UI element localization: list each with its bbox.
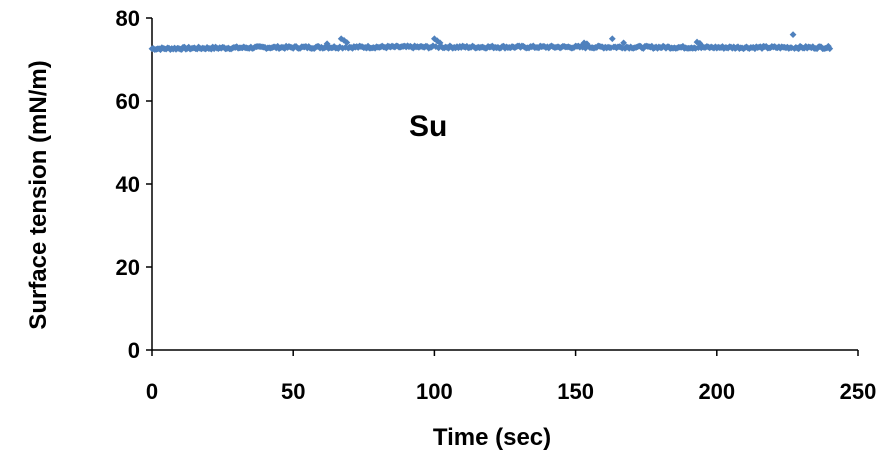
data-point	[789, 31, 797, 38]
data-point	[608, 35, 616, 43]
data-point	[343, 39, 351, 46]
x-tick-label: 0	[146, 379, 158, 404]
data-point	[178, 46, 186, 53]
x-axis-title: Time (sec)	[433, 424, 551, 451]
x-tick-label: 200	[698, 379, 735, 404]
axes	[151, 18, 858, 351]
series-annotation: Su	[409, 110, 447, 143]
y-tick-label: 20	[116, 255, 140, 280]
data-point	[339, 44, 347, 52]
y-tick-label: 60	[116, 89, 140, 114]
y-axis-title: Surface tension (mN/m)	[25, 60, 52, 329]
data-point	[433, 37, 441, 45]
y-tick-label: 40	[116, 172, 140, 197]
y-tick-label: 0	[128, 338, 140, 363]
data-point	[181, 43, 188, 51]
x-tick-label: 250	[840, 379, 877, 404]
x-tick-label: 50	[281, 379, 305, 404]
y-tick-label: 80	[116, 6, 140, 31]
x-tick-label: 100	[416, 379, 453, 404]
x-ticks: 0 50 100 150 200 250	[146, 350, 876, 404]
data-point	[826, 45, 834, 53]
x-tick-label: 150	[557, 379, 594, 404]
data-points	[148, 31, 834, 54]
data-point	[620, 39, 628, 47]
y-ticks: 0 20 40 60 80	[116, 6, 152, 363]
data-point	[337, 35, 345, 43]
